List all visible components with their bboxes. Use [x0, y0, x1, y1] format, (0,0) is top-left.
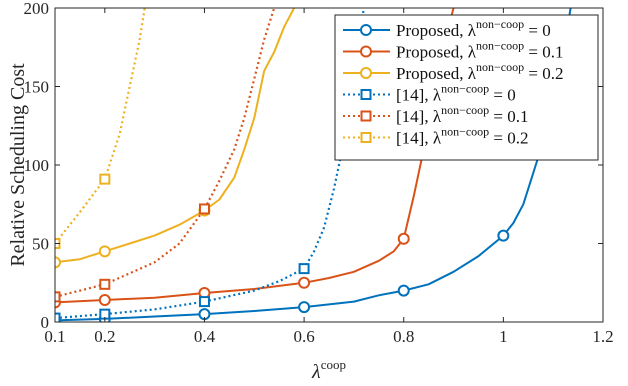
x-axis-label-base: λ [311, 361, 321, 383]
data-point [397, 284, 410, 297]
x-tick-label: 1.2 [592, 327, 613, 346]
x-axis-label-sup: coop [321, 357, 346, 372]
x-tick-label: 0.2 [94, 327, 115, 346]
legend-entry: [14], λnon−coop = 0.2 [343, 125, 529, 148]
data-point [98, 294, 111, 307]
legend-entry: Proposed, λnon−coop = 0.2 [343, 60, 563, 83]
series-4 [55, 8, 276, 303]
legend-label: [14], λnon−coop = 0.2 [396, 125, 529, 148]
data-point [497, 229, 510, 242]
y-tick-label: 200 [24, 0, 50, 18]
series-line [55, 8, 276, 298]
data-point [298, 263, 310, 275]
data-point [298, 276, 311, 289]
legend-box [334, 14, 599, 161]
legend-label: [14], λnon−coop = 0 [396, 82, 516, 105]
x-tick-label: 0.6 [293, 327, 314, 346]
legend-marker [360, 132, 372, 143]
tick-layer: 0.1 0.2 0.4 0.6 0.8 1 1.2 0 50 100 150 200 [24, 0, 614, 346]
data-point [55, 312, 61, 322]
data-point [198, 296, 210, 308]
data-point [198, 203, 210, 215]
y-axis-label: Relative Scheduling Cost [7, 63, 29, 267]
data-point [298, 301, 311, 314]
data-point [98, 245, 111, 258]
y-tick-label: 100 [24, 156, 50, 175]
x-axis-label: λcoop [311, 357, 346, 383]
x-tick-label: 0.8 [393, 327, 414, 346]
data-point [99, 278, 111, 290]
legend-marker [360, 110, 372, 122]
series-line [55, 8, 295, 264]
data-point [55, 291, 61, 303]
legend-marker [360, 67, 372, 79]
data-point [99, 173, 111, 185]
data-point [397, 232, 410, 245]
legend-entry: [14], λnon−coop = 0 [343, 82, 516, 105]
legend-marker [360, 45, 372, 58]
y-tick-label: 50 [32, 235, 49, 254]
data-point [55, 256, 61, 269]
x-tick-label: 1 [499, 327, 508, 346]
y-tick-label: 150 [24, 78, 50, 97]
legend-entry: Proposed, λnon−coop = 0 [343, 17, 551, 40]
legend-label: Proposed, λnon−coop = 0 [396, 17, 551, 40]
x-tick-label: 0.4 [194, 327, 216, 346]
x-tick-label: 0.1 [44, 327, 65, 346]
legend-entry: [14], λnon−coop = 0.1 [343, 103, 529, 126]
legend-label: Proposed, λnon−coop = 0.2 [396, 60, 563, 83]
legend-label: Proposed, λnon−coop = 0.1 [396, 39, 563, 62]
series-2 [55, 8, 295, 269]
legend-entry: Proposed, λnon−coop = 0.1 [343, 39, 563, 62]
legend-label: [14], λnon−coop = 0.1 [396, 103, 529, 126]
series-line [55, 8, 146, 245]
legend-marker [360, 24, 372, 36]
y-tick-label: 0 [41, 313, 50, 332]
legend-marker [360, 89, 372, 100]
